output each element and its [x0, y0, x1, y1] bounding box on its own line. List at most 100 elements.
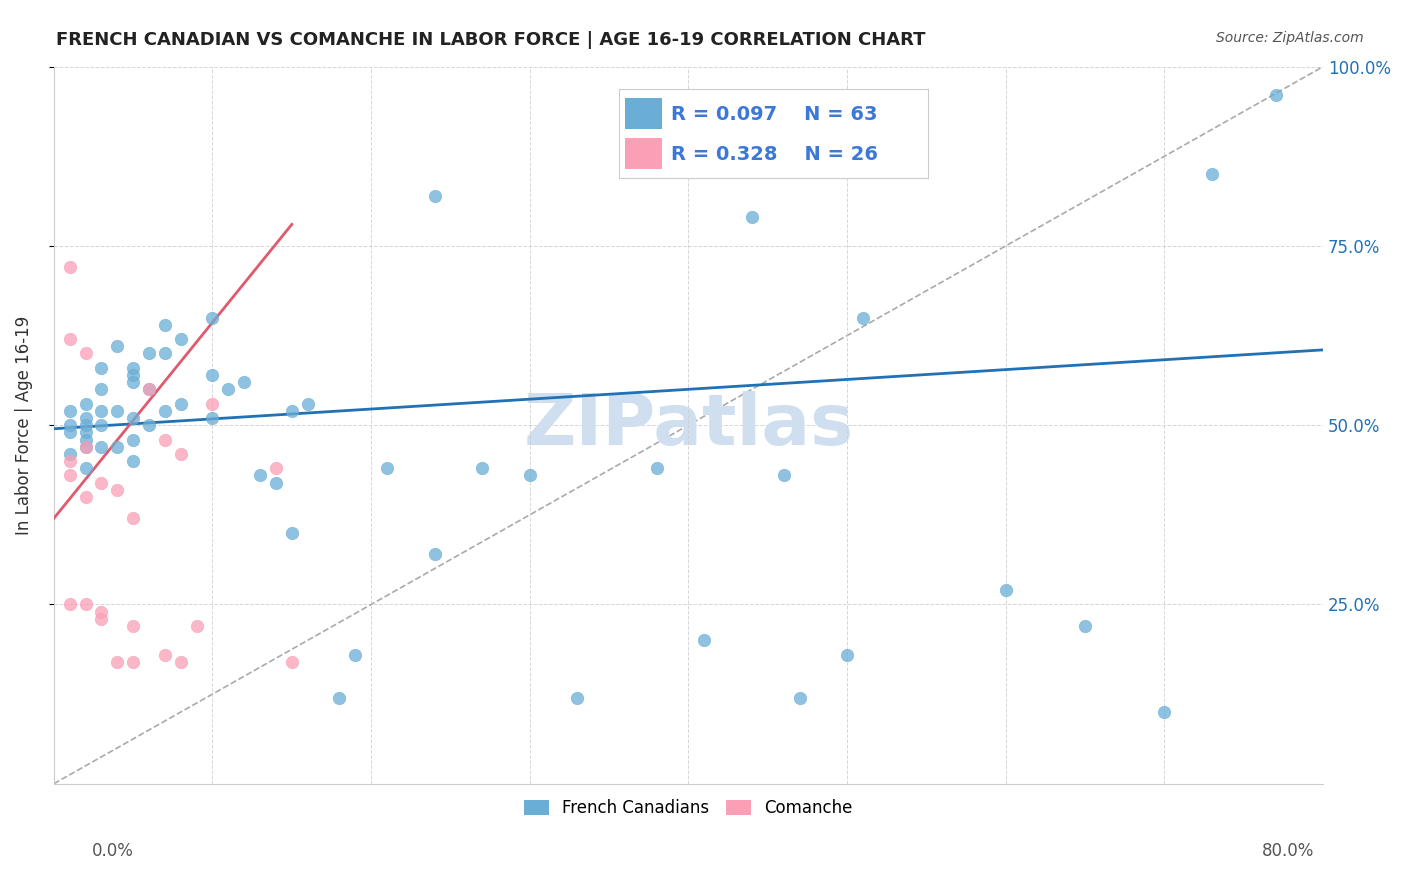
Point	[122, 433, 145, 447]
Point	[90, 605, 112, 619]
Point	[138, 346, 160, 360]
Point	[75, 598, 97, 612]
Point	[201, 368, 224, 382]
Point	[186, 619, 208, 633]
Text: FRENCH CANADIAN VS COMANCHE IN LABOR FORCE | AGE 16-19 CORRELATION CHART: FRENCH CANADIAN VS COMANCHE IN LABOR FOR…	[56, 31, 925, 49]
Point	[122, 511, 145, 525]
Point	[264, 475, 287, 490]
Point	[344, 648, 367, 662]
Point	[170, 447, 193, 461]
Text: R = 0.097    N = 63: R = 0.097 N = 63	[671, 104, 877, 124]
Point	[105, 440, 128, 454]
Point	[789, 690, 811, 705]
Text: 80.0%: 80.0%	[1263, 842, 1315, 860]
Point	[75, 433, 97, 447]
Text: Source: ZipAtlas.com: Source: ZipAtlas.com	[1216, 31, 1364, 45]
Text: ZIPatlas: ZIPatlas	[523, 391, 853, 459]
Point	[59, 260, 82, 275]
Point	[59, 598, 82, 612]
Point	[471, 461, 494, 475]
Point	[59, 332, 82, 346]
Point	[138, 382, 160, 396]
Point	[233, 375, 256, 389]
Point	[59, 404, 82, 418]
Point	[170, 397, 193, 411]
Point	[59, 425, 82, 440]
Point	[153, 404, 176, 418]
Point	[90, 440, 112, 454]
Point	[59, 454, 82, 468]
Point	[741, 210, 763, 224]
Point	[201, 397, 224, 411]
Point	[1264, 88, 1286, 103]
Point	[328, 690, 350, 705]
Point	[249, 468, 271, 483]
Point	[297, 397, 319, 411]
Point	[75, 425, 97, 440]
Point	[1074, 619, 1097, 633]
Point	[264, 461, 287, 475]
Point	[105, 339, 128, 353]
Point	[693, 633, 716, 648]
Point	[75, 490, 97, 504]
Point	[201, 411, 224, 425]
Point	[75, 346, 97, 360]
Point	[170, 655, 193, 669]
Point	[75, 411, 97, 425]
Point	[423, 547, 446, 561]
Point	[1153, 705, 1175, 719]
Bar	[624, 138, 662, 169]
Point	[59, 447, 82, 461]
Point	[153, 318, 176, 332]
Point	[153, 648, 176, 662]
Legend: French Canadians, Comanche: French Canadians, Comanche	[516, 791, 862, 826]
Point	[1201, 167, 1223, 181]
Point	[772, 468, 794, 483]
Point	[201, 310, 224, 325]
Point	[281, 655, 304, 669]
Point	[90, 382, 112, 396]
Bar	[624, 98, 662, 129]
Point	[90, 418, 112, 433]
Point	[75, 418, 97, 433]
Point	[75, 397, 97, 411]
Point	[281, 404, 304, 418]
Point	[105, 483, 128, 497]
Point	[153, 346, 176, 360]
Point	[519, 468, 541, 483]
Point	[153, 433, 176, 447]
Point	[837, 648, 859, 662]
Point	[59, 468, 82, 483]
Point	[59, 418, 82, 433]
Point	[90, 404, 112, 418]
Point	[122, 360, 145, 375]
Point	[567, 690, 589, 705]
Point	[90, 475, 112, 490]
Point	[852, 310, 875, 325]
Point	[423, 188, 446, 202]
Y-axis label: In Labor Force | Age 16-19: In Labor Force | Age 16-19	[15, 316, 32, 535]
Point	[122, 375, 145, 389]
Point	[90, 360, 112, 375]
Text: R = 0.328    N = 26: R = 0.328 N = 26	[671, 145, 879, 164]
Point	[281, 525, 304, 540]
Point	[122, 454, 145, 468]
Point	[122, 411, 145, 425]
Point	[75, 440, 97, 454]
Point	[375, 461, 398, 475]
Point	[75, 461, 97, 475]
Point	[217, 382, 239, 396]
Point	[138, 418, 160, 433]
Point	[122, 655, 145, 669]
Point	[122, 368, 145, 382]
Point	[645, 461, 668, 475]
Point	[105, 404, 128, 418]
Point	[138, 382, 160, 396]
Text: 0.0%: 0.0%	[91, 842, 134, 860]
Point	[105, 655, 128, 669]
Point	[170, 332, 193, 346]
Point	[75, 440, 97, 454]
Point	[90, 612, 112, 626]
Point	[122, 619, 145, 633]
Point	[994, 583, 1017, 598]
